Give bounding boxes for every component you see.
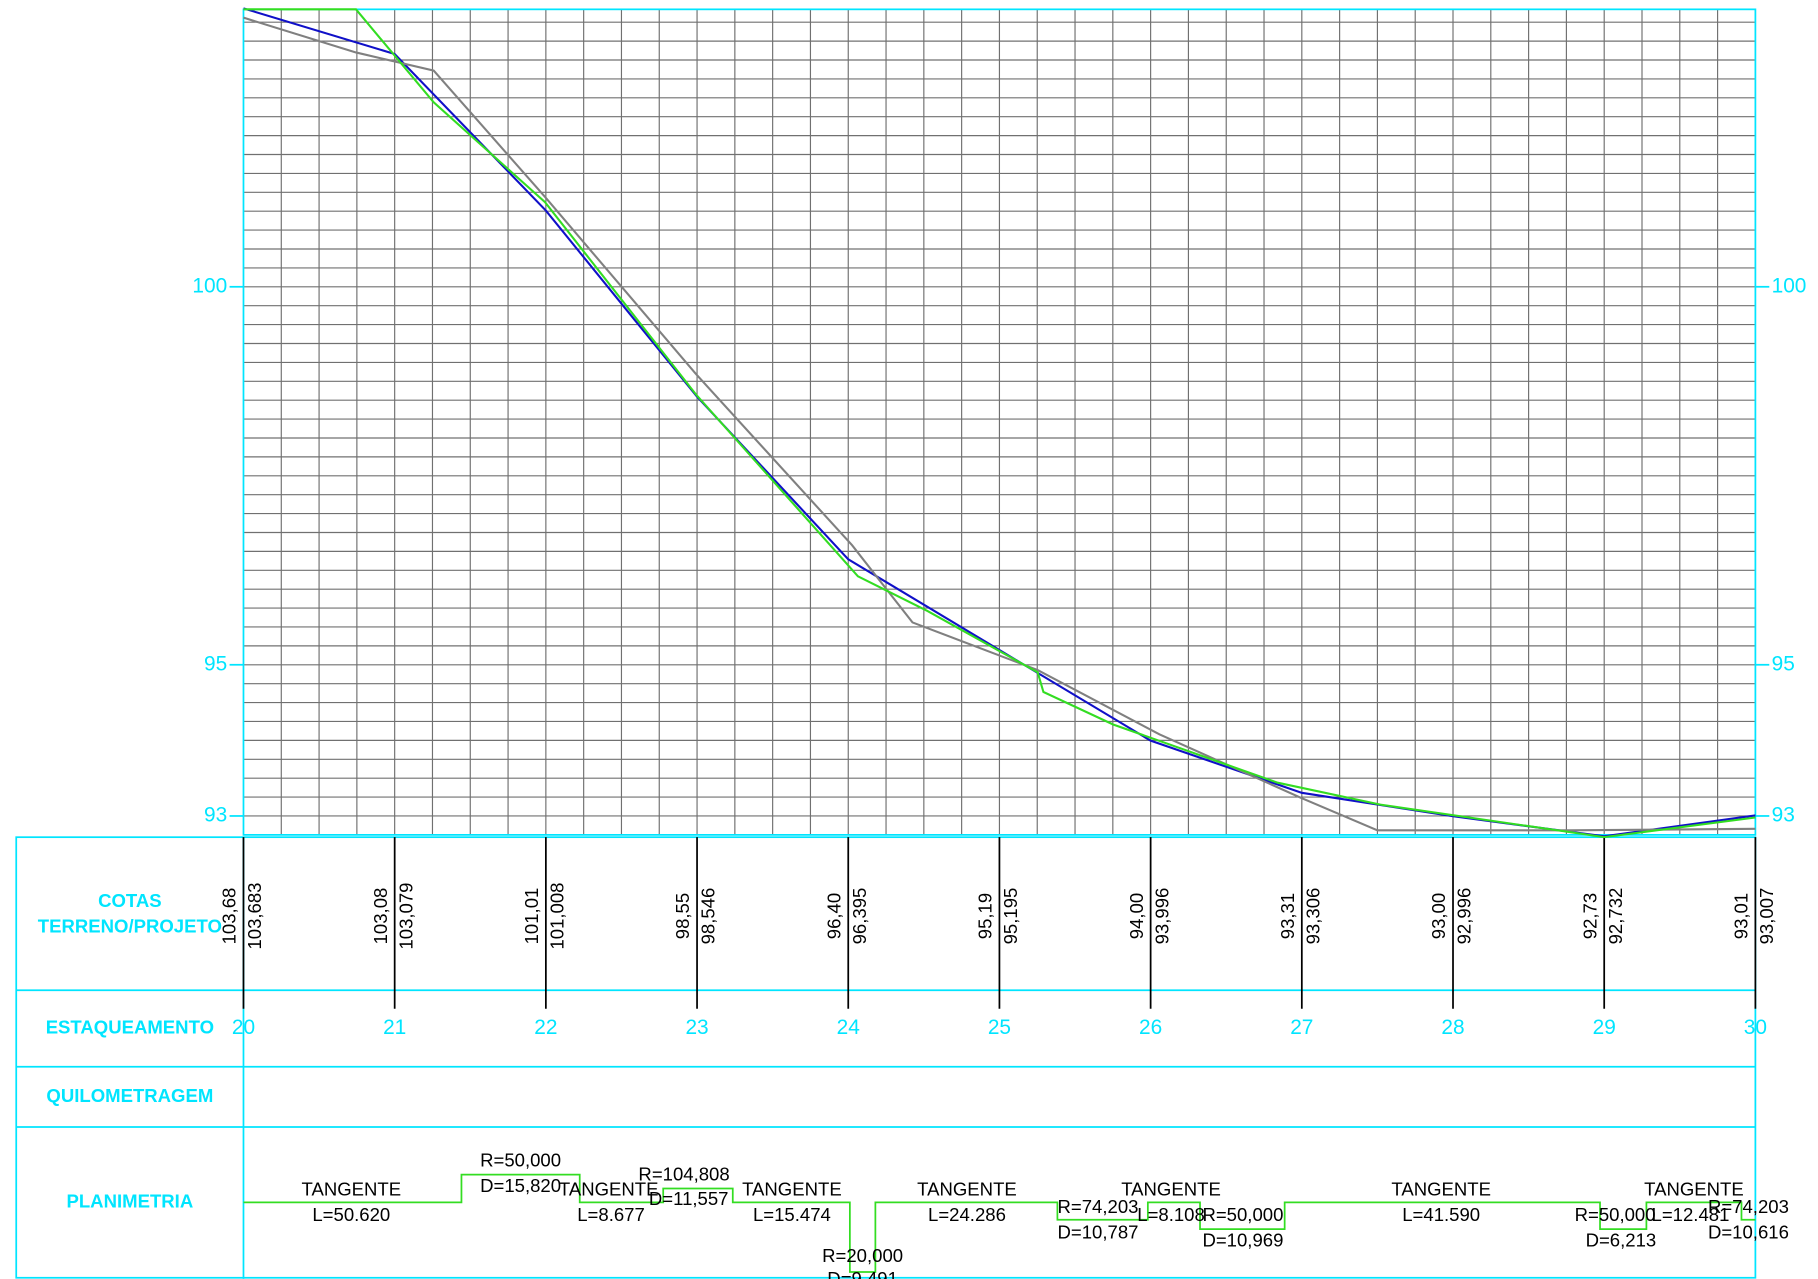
y-tick-label: 100 — [192, 274, 227, 297]
x-tick-label: 23 — [685, 1016, 708, 1039]
planimetria-label: R=104,808 — [638, 1164, 729, 1185]
cota-projeto: 103,079 — [395, 883, 416, 950]
planimetria-label: D=11,557 — [649, 1188, 729, 1209]
y-tick-label: 95 — [1772, 652, 1795, 675]
cota-projeto: 101,008 — [547, 883, 568, 950]
planimetria-label: TANGENTE — [1644, 1179, 1744, 1200]
x-tick-label: 26 — [1139, 1016, 1162, 1039]
cota-terreno: 98,55 — [672, 893, 693, 939]
plot-border — [242, 8, 1757, 836]
cota-terreno: 94,00 — [1126, 893, 1147, 939]
planimetria-label: TANGENTE — [559, 1179, 659, 1200]
planimetria-label: L=24.286 — [928, 1204, 1006, 1225]
row-label: QUILOMETRAGEM — [46, 1085, 213, 1106]
cota-terreno: 93,31 — [1277, 893, 1298, 939]
planimetria-label: L=41.590 — [1402, 1204, 1480, 1225]
cota-projeto: 93,007 — [1756, 888, 1777, 945]
planimetria-label: R=20,000 — [822, 1245, 903, 1266]
x-tick-label: 29 — [1593, 1016, 1616, 1039]
planimetria-label: TANGENTE — [742, 1179, 842, 1200]
cota-terreno: 93,01 — [1731, 893, 1752, 939]
cota-projeto: 93,996 — [1151, 888, 1172, 945]
planimetria-label: TANGENTE — [917, 1179, 1017, 1200]
planimetria-label: R=50,000 — [480, 1150, 561, 1171]
cota-projeto: 98,546 — [698, 888, 719, 945]
planimetria-label: TANGENTE — [1391, 1179, 1491, 1200]
planimetria-label: R=74,203 — [1708, 1196, 1789, 1217]
cota-terreno: 93,00 — [1428, 893, 1449, 939]
cota-projeto: 92,732 — [1605, 888, 1626, 945]
cota-terreno: 96,40 — [823, 893, 844, 939]
cota-terreno: 92,73 — [1579, 893, 1600, 939]
minor-grid — [243, 9, 1756, 835]
x-tick-label: 30 — [1744, 1016, 1767, 1039]
planimetria-label: L=12.481 — [1652, 1204, 1730, 1225]
planimetria-label: D=9,491 — [827, 1268, 898, 1279]
profile-line — [243, 16, 1756, 832]
x-tick-label: 21 — [383, 1016, 406, 1039]
cota-terreno: 103,08 — [370, 888, 391, 945]
planimetria-label: R=74,203 — [1058, 1196, 1139, 1217]
y-tick-label: 100 — [1772, 274, 1807, 297]
row-label: PLANIMETRIA — [66, 1190, 193, 1211]
planimetria-label: D=10,616 — [1708, 1222, 1789, 1243]
planimetria-label: L=50.620 — [312, 1204, 390, 1225]
profile-line — [243, 8, 1756, 839]
cota-projeto: 93,306 — [1302, 888, 1323, 945]
x-tick-label: 25 — [988, 1016, 1011, 1039]
cota-projeto: 92,996 — [1454, 888, 1475, 945]
x-tick-label: 22 — [534, 1016, 557, 1039]
row-label: ESTAQUEAMENTO — [46, 1016, 214, 1037]
y-tick-label: 93 — [204, 803, 227, 826]
planimetria-label: TANGENTE — [302, 1179, 402, 1200]
planimetria-label: R=50,000 — [1202, 1204, 1283, 1225]
planimetria-label: D=15,820 — [480, 1175, 561, 1196]
y-tick-label: 95 — [204, 652, 227, 675]
planimetria-label: R=50,000 — [1575, 1204, 1656, 1225]
cota-terreno: 101,01 — [521, 888, 542, 945]
cota-projeto: 95,195 — [1000, 888, 1021, 945]
cota-projeto: 103,683 — [244, 883, 265, 950]
row-label: TERRENO/PROJETO — [38, 916, 222, 937]
cota-terreno: 103,68 — [219, 888, 240, 945]
x-tick-label: 24 — [837, 1016, 860, 1039]
table-border — [15, 836, 1757, 1279]
cota-projeto: 96,395 — [849, 888, 870, 945]
planimetria-label: L=8.108 — [1137, 1204, 1205, 1225]
planimetria-label: TANGENTE — [1121, 1179, 1221, 1200]
planimetria-label: L=8.677 — [577, 1204, 645, 1225]
planimetria-line — [243, 1173, 1756, 1273]
x-tick-label: 28 — [1441, 1016, 1464, 1039]
planimetria-label: D=10,787 — [1058, 1222, 1139, 1243]
planimetria-label: D=10,969 — [1202, 1230, 1283, 1251]
row-label: COTAS — [98, 890, 162, 911]
x-tick-label: 20 — [232, 1016, 255, 1039]
x-tick-label: 27 — [1290, 1016, 1313, 1039]
planimetria-label: D=6,213 — [1586, 1230, 1657, 1251]
planimetria-label: L=15.474 — [753, 1204, 831, 1225]
y-tick-label: 93 — [1772, 803, 1795, 826]
cota-terreno: 95,19 — [975, 893, 996, 939]
